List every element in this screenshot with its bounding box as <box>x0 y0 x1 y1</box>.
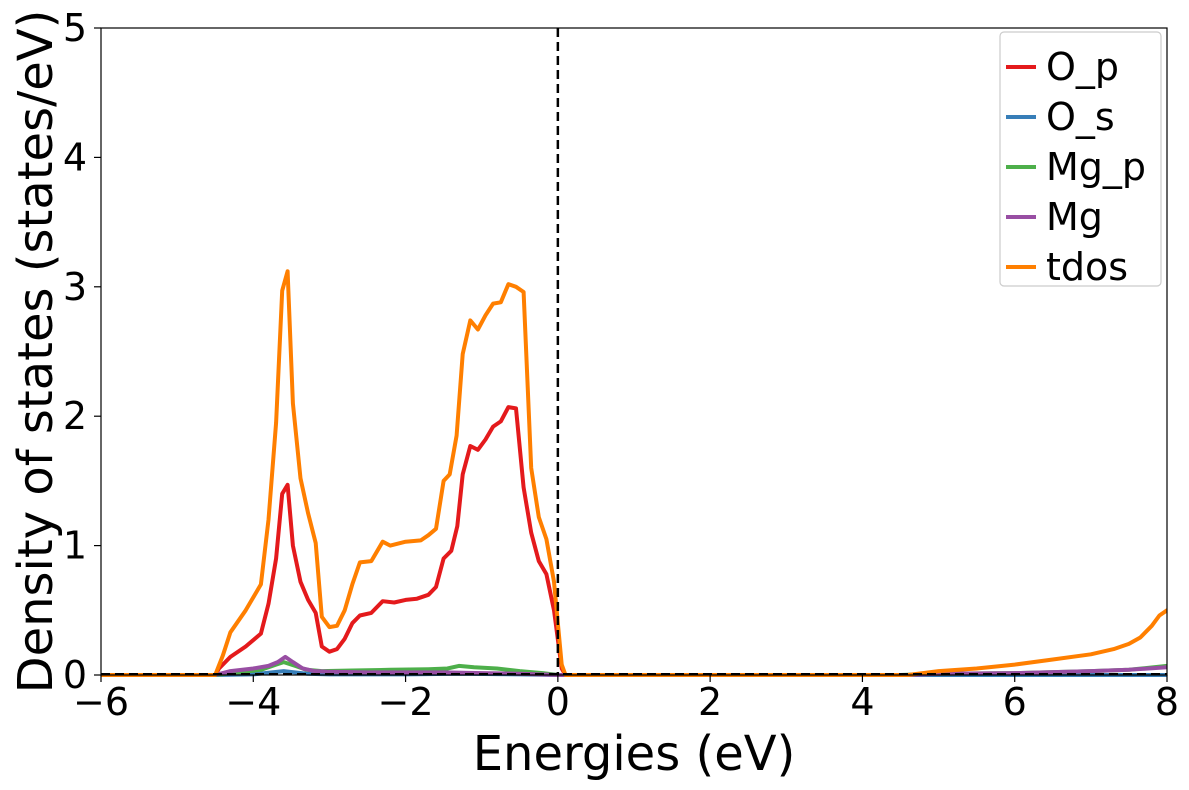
y-tick-label: 2 <box>63 394 87 438</box>
legend-label-mg-p: Mg_p <box>1046 145 1146 189</box>
y-tick-label: 5 <box>63 6 87 50</box>
x-tick-label: −4 <box>225 680 281 724</box>
x-tick-label: −2 <box>378 680 434 724</box>
legend: O_p O_s Mg_p Mg tdos <box>999 31 1162 289</box>
x-tick-label: 8 <box>1155 680 1179 724</box>
legend-label-mg: Mg <box>1046 195 1103 239</box>
series-line-tdos <box>101 269 1167 677</box>
y-tick-label: 0 <box>63 653 87 697</box>
y-tick-label: 1 <box>63 524 87 568</box>
legend-label-o-s: O_s <box>1046 95 1115 139</box>
x-axis-label: Energies (eV) <box>473 726 796 782</box>
legend-box <box>999 31 1162 287</box>
y-axis-label: Density of states (states/eV) <box>8 10 64 694</box>
series-line-o-p <box>101 405 1167 677</box>
y-tick-label: 4 <box>63 135 87 179</box>
x-axis-ticks: −6 −4 −2 0 2 4 6 8 <box>73 675 1179 724</box>
y-tick-label: 3 <box>63 265 87 309</box>
x-tick-label: −6 <box>73 680 129 724</box>
x-tick-label: 0 <box>546 680 570 724</box>
y-axis-ticks: 0 1 2 3 4 5 <box>63 6 101 697</box>
legend-label-tdos: tdos <box>1046 245 1128 289</box>
x-tick-label: 6 <box>1003 680 1027 724</box>
x-tick-label: 2 <box>698 680 722 724</box>
reference-lines <box>101 28 1167 675</box>
plot-frame <box>100 27 1168 676</box>
x-tick-label: 4 <box>850 680 874 724</box>
legend-label-o-p: O_p <box>1046 45 1119 89</box>
